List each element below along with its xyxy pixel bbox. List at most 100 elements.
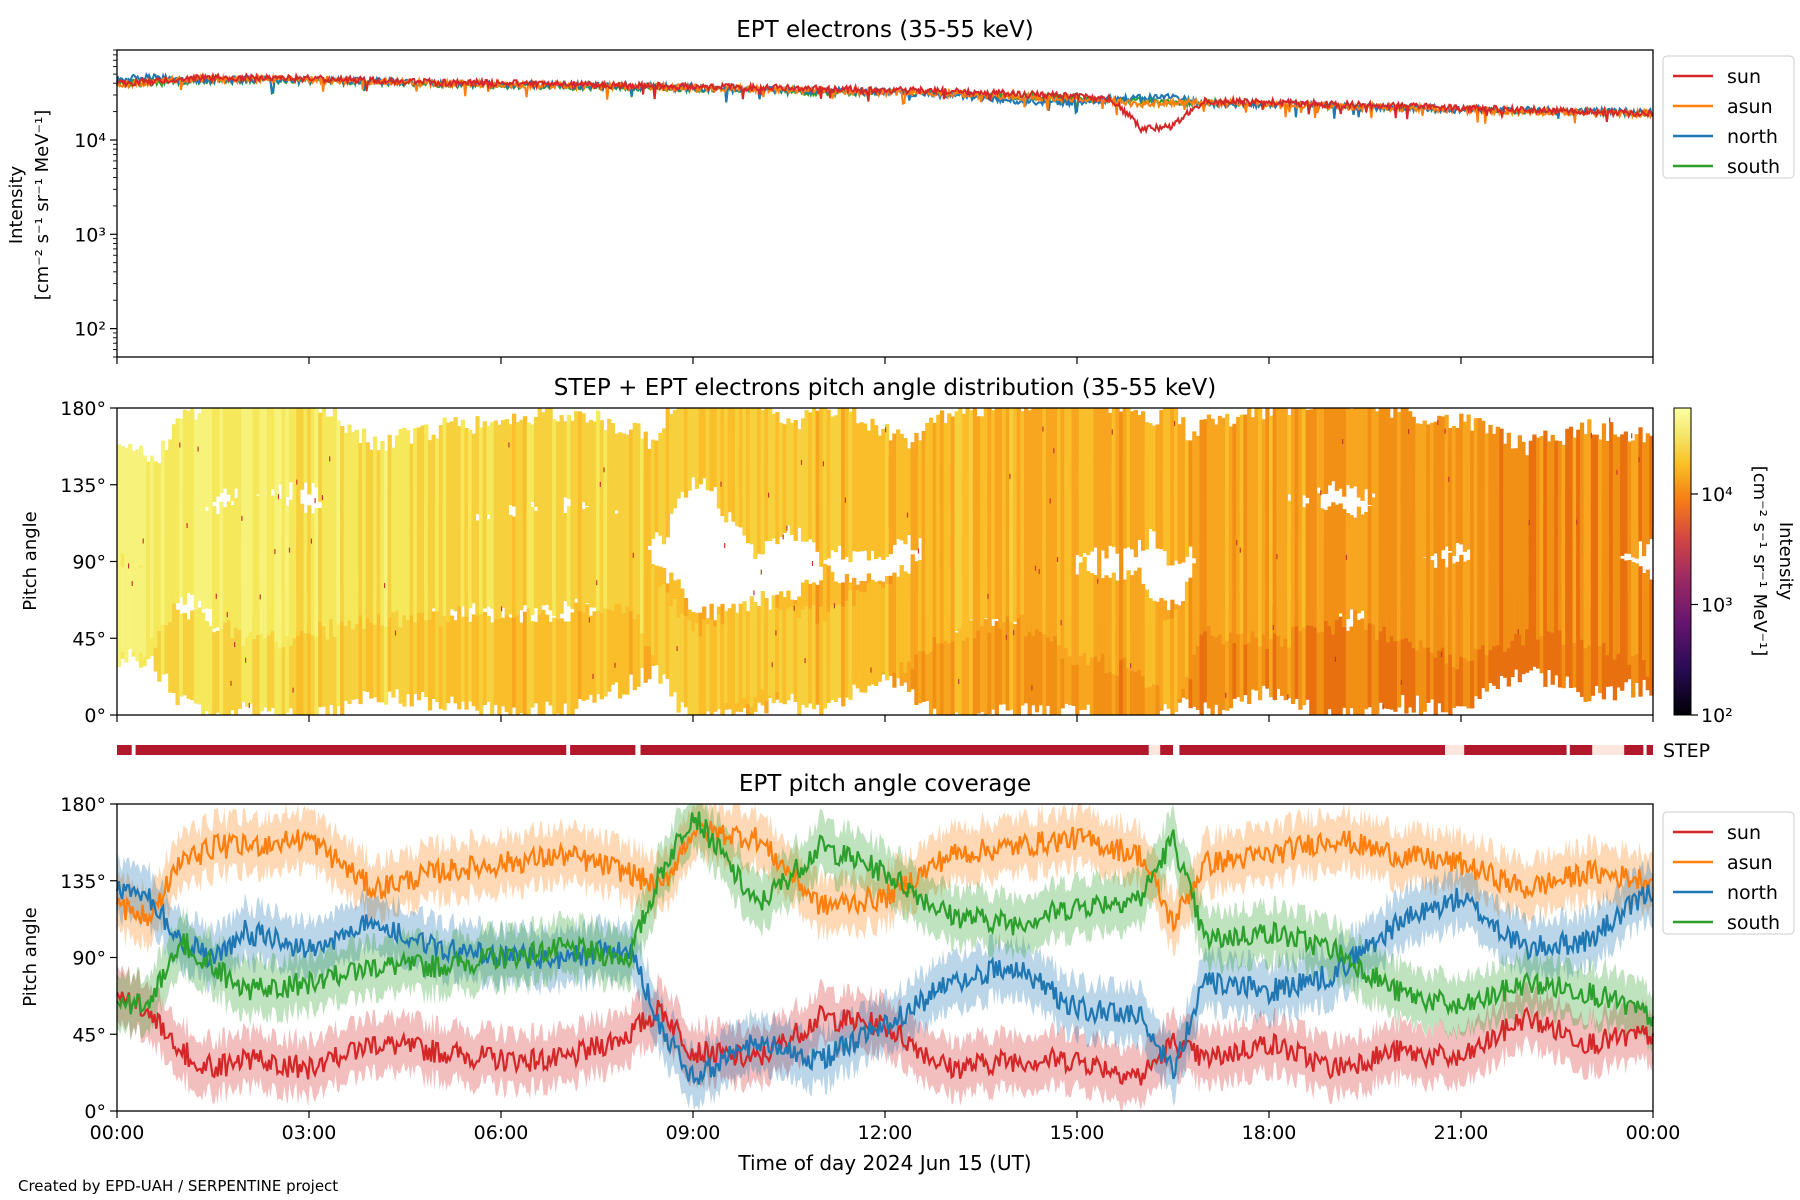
pad-hot-pixel xyxy=(1060,620,1062,626)
pad-column-north xyxy=(1568,490,1574,594)
pad-column-asun xyxy=(969,410,974,511)
pad-column-south xyxy=(830,416,835,504)
pad-column-south xyxy=(409,528,414,616)
pad-column-south xyxy=(128,560,133,650)
colorbar-label-units: [cm⁻² s⁻¹ sr⁻¹ MeV⁻¹] xyxy=(1749,466,1770,657)
pad-column-sun xyxy=(1042,615,1047,715)
pad-column-sun xyxy=(1382,615,1387,709)
pad-column-asun xyxy=(1287,414,1292,495)
pad-column-south xyxy=(1462,561,1468,659)
pad-column-sun xyxy=(596,605,601,695)
pad-column-asun xyxy=(563,421,568,498)
pad-column-south xyxy=(808,412,813,506)
pad-column-south xyxy=(881,428,886,531)
pad-column-asun xyxy=(1557,440,1563,528)
pad-hot-pixel xyxy=(1448,476,1450,482)
pad-hot-pixel xyxy=(329,456,331,462)
pad-column-north xyxy=(932,540,937,637)
pad-column-south xyxy=(1159,410,1164,508)
pad-column-sun xyxy=(515,609,520,715)
y-tick-label: 90° xyxy=(72,948,106,970)
pad-column-south xyxy=(1517,540,1522,635)
pad-column-sun xyxy=(362,594,367,692)
pad-column-south xyxy=(1514,547,1519,634)
pad-column-north xyxy=(1060,547,1065,659)
pad-column-sun xyxy=(965,618,970,715)
pad-column-south xyxy=(903,438,908,538)
pad-column-south xyxy=(775,438,780,545)
pad-hot-pixel xyxy=(1031,685,1033,691)
pad-column-asun xyxy=(577,411,583,509)
pad-column-south xyxy=(340,529,345,622)
pad-column-sun xyxy=(548,621,553,706)
pad-column-asun xyxy=(1250,417,1255,508)
pad-column-sun xyxy=(1239,609,1244,702)
pad-column-south xyxy=(1331,502,1336,610)
pad-column-asun xyxy=(303,408,308,483)
pad-column-sun xyxy=(1477,602,1482,699)
y-tick-label: 10⁴ xyxy=(74,130,106,152)
pad-column-sun xyxy=(1360,618,1365,715)
pad-column-sun xyxy=(552,617,557,715)
pad-hot-pixel xyxy=(508,442,510,448)
colorbar xyxy=(1673,407,1692,716)
pad-column-south xyxy=(1280,489,1285,594)
pad-column-asun xyxy=(277,408,283,485)
pad-column-south xyxy=(120,567,125,652)
pad-column-asun xyxy=(1437,415,1442,504)
pad-column-asun xyxy=(329,416,334,508)
pad-hot-pixel xyxy=(603,467,605,473)
pad-column-north xyxy=(274,495,279,586)
pad-column-south xyxy=(607,511,612,598)
pad-hot-pixel xyxy=(1590,432,1592,438)
pad-column-sun xyxy=(1298,607,1303,710)
pad-column-north xyxy=(1495,486,1500,580)
pad-hot-pixel xyxy=(501,606,503,612)
pad-column-sun xyxy=(1327,621,1332,710)
pad-column-asun xyxy=(1426,424,1431,506)
pad-column-north xyxy=(987,534,992,633)
pad-column-north xyxy=(1609,470,1614,581)
pad-column-south xyxy=(618,511,623,599)
pad-column-north xyxy=(768,609,773,697)
pad-column-north xyxy=(874,581,879,686)
pad-column-sun xyxy=(559,618,564,715)
pad-hot-pixel xyxy=(822,461,824,467)
pad-column-south xyxy=(983,482,988,575)
pad-column-north xyxy=(1272,548,1277,634)
pad-column-north xyxy=(1056,549,1062,646)
pad-hot-pixel xyxy=(1287,694,1289,700)
pad-column-south xyxy=(1104,466,1109,559)
pad-column-south xyxy=(1481,566,1486,646)
pad-column-north xyxy=(1620,469,1625,556)
pad-column-asun xyxy=(431,434,436,515)
pad-column-north xyxy=(1642,456,1647,557)
pad-hot-pixel xyxy=(1334,656,1336,662)
pad-column-north xyxy=(1137,567,1142,670)
pad-column-asun xyxy=(215,408,220,497)
pad-column-sun xyxy=(1316,611,1321,715)
pad-column-north xyxy=(117,444,122,548)
pad-column-asun xyxy=(1601,423,1607,517)
pad-column-south xyxy=(844,408,850,503)
pad-column-asun xyxy=(833,463,839,553)
pad-column-north xyxy=(1064,553,1069,648)
pad-column-asun xyxy=(1276,408,1281,515)
pad-column-south xyxy=(680,408,685,490)
pad-column-asun xyxy=(1554,440,1559,530)
pad-column-sun xyxy=(1433,611,1438,715)
pad-column-sun xyxy=(175,609,180,706)
pad-column-south xyxy=(1451,563,1457,668)
pad-column-north xyxy=(954,537,959,631)
pad-column-asun xyxy=(1576,429,1581,535)
pad-hot-pixel xyxy=(197,446,199,452)
pad-column-south xyxy=(171,515,177,604)
pad-column-asun xyxy=(490,422,495,519)
pad-column-north xyxy=(1261,552,1266,635)
pad-column-south xyxy=(731,426,736,522)
pad-column-south xyxy=(621,506,626,614)
pad-column-asun xyxy=(1305,409,1310,498)
pad-column-north xyxy=(702,619,707,715)
pad-hot-pixel xyxy=(277,494,280,500)
pad-column-south xyxy=(420,524,425,613)
